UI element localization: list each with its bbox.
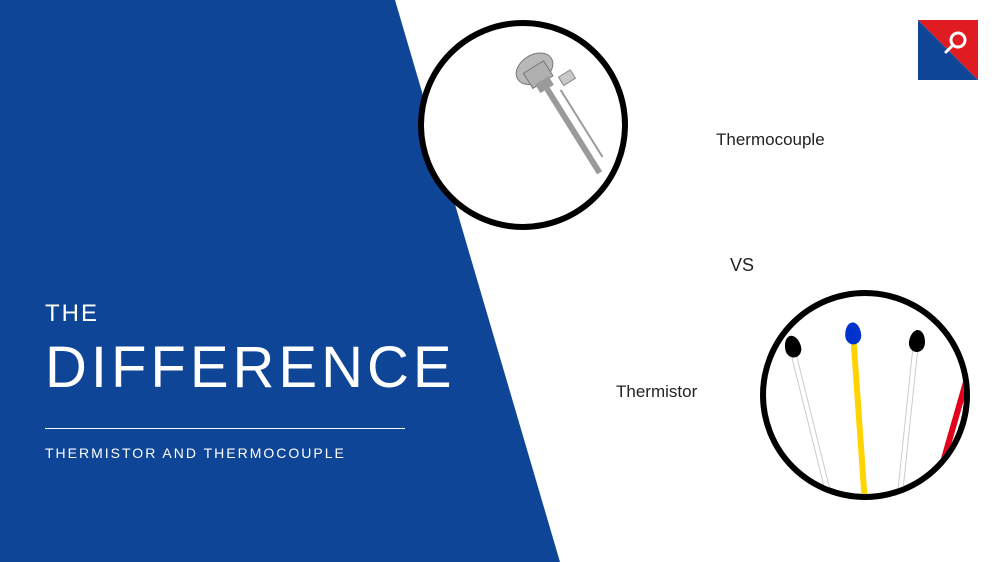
thermistor-probe <box>896 343 919 500</box>
thermistor-probe <box>789 348 834 500</box>
thermistor-probe <box>850 336 868 500</box>
brand-logo <box>918 20 978 80</box>
thermocouple-label: Thermocouple <box>716 130 825 150</box>
thermocouple-illustration <box>424 26 622 224</box>
thermistor-probe <box>928 357 970 500</box>
title-block: THE DIFFERENCE <box>45 300 456 401</box>
thermistor-bead <box>782 334 803 359</box>
vs-label: VS <box>730 255 754 276</box>
thermistor-label: Thermistor <box>616 382 697 402</box>
infographic-canvas: THE DIFFERENCE THERMISTOR AND THERMOCOUP… <box>0 0 1000 562</box>
divider-line <box>45 428 405 429</box>
thermocouple-circle <box>418 20 628 230</box>
thermistor-probe <box>760 366 800 500</box>
thermistor-circle <box>760 290 970 500</box>
thermistor-bead <box>844 322 861 345</box>
title-big: DIFFERENCE <box>45 334 456 401</box>
thermistor-bead <box>963 342 970 368</box>
title-small: THE <box>45 300 456 328</box>
thermistor-illustration <box>766 296 964 494</box>
subtitle: THERMISTOR AND THERMOCOUPLE <box>45 445 346 461</box>
thermistor-bead <box>908 329 926 353</box>
